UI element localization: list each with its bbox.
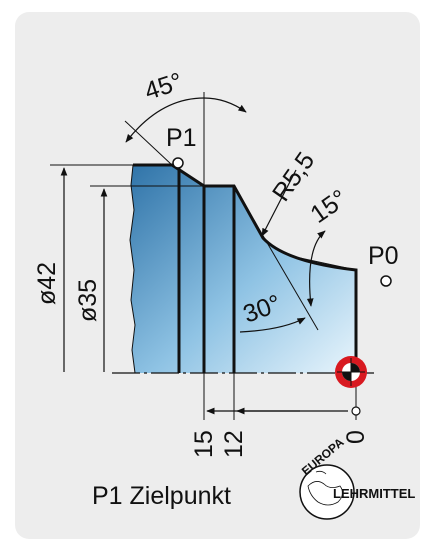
angle-15-label: 15°: [305, 184, 352, 229]
point-p1: [172, 157, 184, 169]
europa-lehrmittel-logo: EUROPA LEHRMITTEL: [299, 435, 415, 520]
point-p1-label: P1: [166, 124, 197, 152]
angle-45-label: 45°: [141, 67, 186, 105]
point-p0: [380, 275, 392, 287]
point-p0-label: P0: [368, 242, 399, 270]
diameter-42-label: ø42: [33, 262, 61, 305]
caption: P1 Zielpunkt: [92, 482, 231, 510]
angle-30-arc: [239, 317, 306, 333]
radius-leader: [261, 169, 297, 237]
angle-45-line: [124, 120, 173, 166]
angle-30-line: [233, 185, 319, 331]
z-origin-dot: [351, 406, 361, 416]
radius-label: R5,5: [267, 147, 320, 206]
workpiece-zero-icon: [335, 356, 367, 388]
break-line: [129, 164, 136, 374]
z-12-label: 12: [220, 430, 248, 458]
logo-text-main: LEHRMITTEL: [333, 486, 415, 501]
z-15-label: 15: [190, 430, 218, 458]
diameter-35-label: ø35: [74, 279, 102, 322]
z-0-label: 0: [342, 430, 370, 444]
angle-45-arc: [125, 97, 247, 143]
angle-15-arc: [306, 230, 326, 307]
